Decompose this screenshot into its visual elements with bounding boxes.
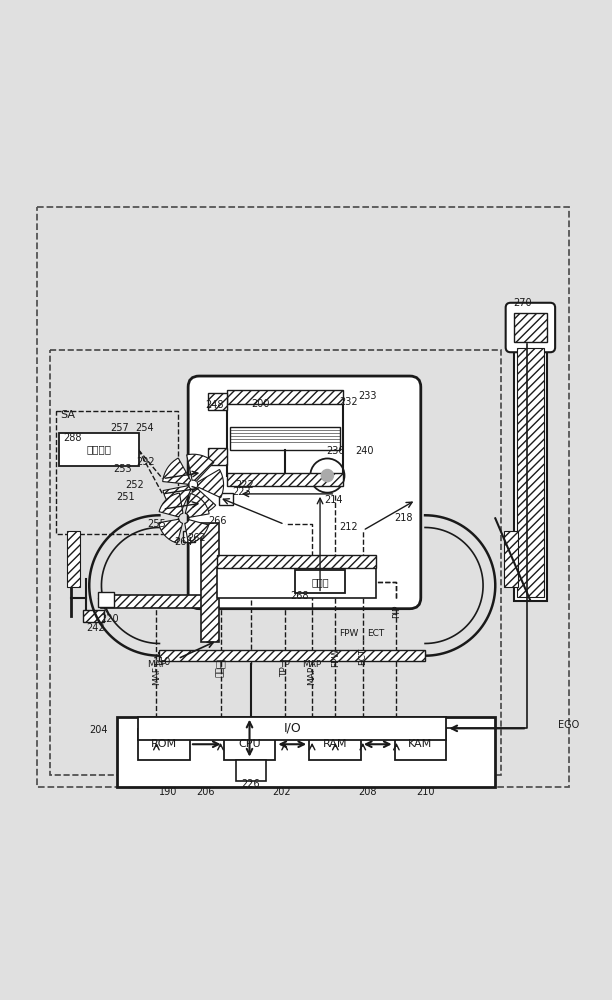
Text: 292: 292 — [136, 457, 155, 467]
Text: 220: 220 — [100, 614, 119, 624]
Text: 點火系統: 點火系統 — [86, 445, 111, 455]
Text: 218: 218 — [395, 513, 413, 523]
Text: ECT: ECT — [358, 648, 367, 665]
Text: 200: 200 — [251, 399, 269, 409]
Text: PIP: PIP — [392, 605, 401, 618]
Text: 254: 254 — [135, 423, 154, 433]
Text: 268: 268 — [291, 591, 309, 601]
Wedge shape — [185, 520, 209, 544]
Bar — [295, 570, 345, 593]
Text: 264: 264 — [174, 537, 193, 547]
Text: 233: 233 — [358, 391, 376, 401]
Wedge shape — [159, 493, 183, 517]
Bar — [117, 717, 495, 787]
Text: 110: 110 — [154, 657, 172, 667]
Text: 240: 240 — [355, 446, 373, 456]
Text: 252: 252 — [125, 480, 144, 490]
Bar — [395, 729, 446, 760]
Bar — [37, 207, 569, 787]
Bar — [138, 729, 190, 760]
Text: ROM: ROM — [151, 739, 177, 749]
FancyBboxPatch shape — [188, 376, 421, 609]
Bar — [99, 592, 114, 607]
Text: 210: 210 — [416, 787, 435, 797]
Text: 255: 255 — [147, 519, 166, 529]
Text: 253: 253 — [113, 464, 132, 474]
Text: 驅動器: 驅動器 — [312, 577, 329, 587]
Text: TP: TP — [280, 666, 289, 677]
Text: 214: 214 — [324, 495, 343, 505]
Text: MAP: MAP — [308, 666, 316, 685]
Text: 223: 223 — [233, 487, 251, 497]
Text: I/O: I/O — [283, 722, 301, 735]
Bar — [50, 350, 501, 775]
Bar — [217, 568, 376, 598]
Text: KAM: KAM — [408, 739, 433, 749]
Text: 251: 251 — [116, 492, 135, 502]
Bar — [230, 427, 340, 450]
FancyBboxPatch shape — [506, 303, 555, 352]
Text: MAP: MAP — [302, 660, 322, 669]
Bar — [513, 313, 547, 342]
Bar — [160, 650, 425, 661]
Text: 242: 242 — [86, 623, 105, 633]
Wedge shape — [197, 469, 223, 498]
Bar — [517, 348, 543, 597]
Bar — [504, 531, 518, 587]
Bar — [208, 448, 226, 465]
Text: 248: 248 — [205, 400, 223, 410]
Wedge shape — [163, 486, 191, 513]
Text: 266: 266 — [208, 516, 226, 526]
Text: CPU: CPU — [238, 739, 261, 749]
Text: 206: 206 — [196, 787, 214, 797]
Text: 222: 222 — [236, 480, 255, 490]
Text: SA: SA — [60, 410, 75, 420]
Bar — [83, 610, 105, 622]
Bar — [59, 433, 139, 466]
Bar — [201, 523, 219, 642]
Text: 190: 190 — [159, 787, 178, 797]
Text: MAF: MAF — [147, 660, 166, 669]
Text: 257: 257 — [110, 423, 129, 433]
Text: MAF: MAF — [152, 666, 161, 685]
Bar — [138, 717, 446, 740]
Bar — [208, 393, 226, 410]
Bar — [182, 531, 195, 542]
Wedge shape — [163, 458, 191, 484]
Text: FPW: FPW — [340, 629, 359, 638]
Bar — [236, 760, 266, 781]
Text: 增壓: 增壓 — [215, 660, 226, 669]
Wedge shape — [189, 488, 215, 515]
Text: 226: 226 — [242, 779, 260, 789]
Circle shape — [321, 469, 334, 482]
Text: EGO: EGO — [558, 720, 579, 730]
Bar — [56, 411, 177, 534]
Wedge shape — [159, 519, 182, 543]
Bar — [226, 473, 343, 486]
Text: 236: 236 — [326, 446, 345, 456]
Bar — [513, 344, 547, 601]
Bar — [219, 493, 233, 505]
Text: 270: 270 — [513, 298, 532, 308]
Wedge shape — [185, 494, 209, 517]
Bar — [309, 729, 361, 760]
Text: TP: TP — [279, 660, 290, 669]
Text: 208: 208 — [358, 787, 376, 797]
Text: 204: 204 — [89, 725, 108, 735]
Text: 212: 212 — [340, 522, 358, 532]
Bar — [226, 390, 343, 404]
Bar — [102, 595, 208, 608]
Text: ECT: ECT — [367, 629, 384, 638]
Wedge shape — [187, 454, 214, 481]
Bar — [217, 555, 376, 568]
Text: 262: 262 — [187, 533, 206, 543]
Bar — [223, 729, 275, 760]
Bar — [67, 531, 80, 587]
Text: 232: 232 — [340, 397, 358, 407]
Text: 202: 202 — [272, 787, 291, 797]
Text: RAM: RAM — [323, 739, 347, 749]
Text: FPW: FPW — [331, 648, 340, 667]
Text: 288: 288 — [63, 433, 81, 443]
Text: 增壓: 增壓 — [216, 666, 225, 677]
